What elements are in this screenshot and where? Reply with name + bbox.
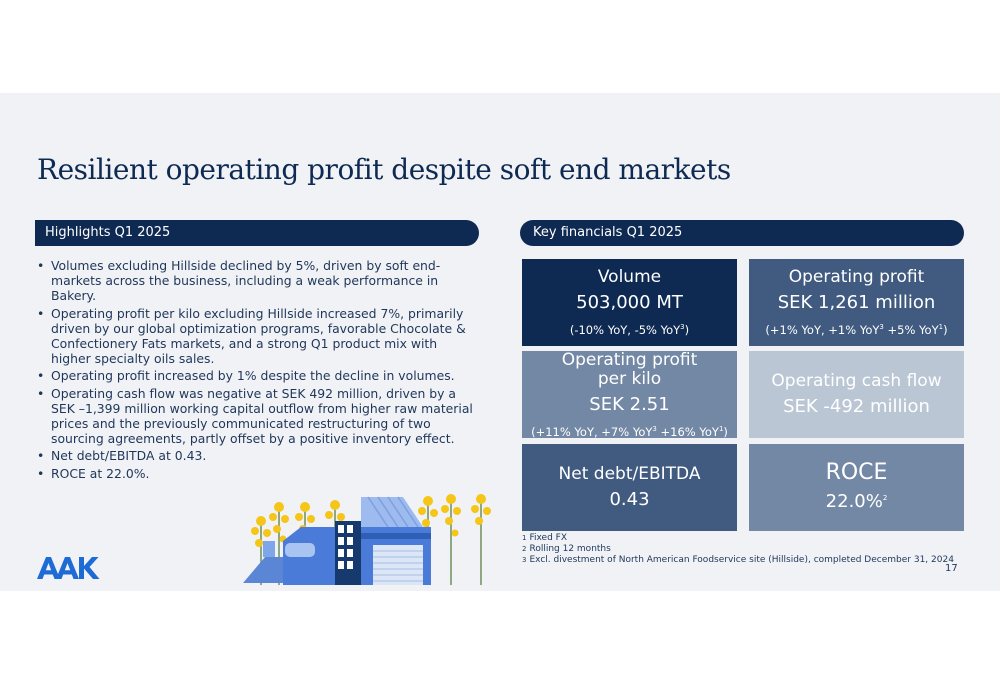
footnotes: 1 Fixed FX 2 Rolling 12 months 3 Excl. dive… bbox=[522, 533, 954, 566]
operating-cash-flow-tile: Operating cash flow SEK -492 million bbox=[749, 351, 964, 438]
volume-value: 503,000 MT bbox=[576, 292, 683, 314]
roce-label: ROCE bbox=[825, 459, 888, 485]
key-financials-header: Key financials Q1 2025 bbox=[520, 220, 964, 246]
roce-tile: ROCE 22.0%2 bbox=[749, 444, 964, 531]
net-debt-ebitda-value: 0.43 bbox=[609, 488, 650, 510]
operating-cash-flow-label: Operating cash flow bbox=[771, 370, 942, 391]
footnote: 2 Rolling 12 months bbox=[522, 544, 611, 554]
operating-profit-detail: (+1% YoY, +1% YoY3 +5% YoY1) bbox=[765, 322, 948, 337]
highlight-bullet: Volumes excluding Hillside declined by 5… bbox=[35, 258, 480, 304]
operating-profit-label: Operating profit bbox=[788, 267, 925, 288]
page-number: 17 bbox=[945, 563, 958, 574]
operating-profit-per-kilo-label-1: Operating profit bbox=[561, 349, 698, 370]
operating-cash-flow-value: SEK -492 million bbox=[783, 395, 930, 417]
highlight-bullet: ROCE at 22.0%. bbox=[35, 466, 480, 481]
factory-building-icon bbox=[243, 496, 431, 585]
operating-profit-per-kilo-tile: Operating profit per kilo SEK 2.51 (+11%… bbox=[522, 349, 737, 439]
factory-illustration-icon bbox=[243, 494, 491, 585]
roce-value: 22.0%2 bbox=[825, 490, 888, 512]
highlights-list: Volumes excluding Hillside declined by 5… bbox=[35, 258, 480, 483]
volume-label: Volume bbox=[597, 267, 662, 288]
slide-title: Resilient operating profit despite soft … bbox=[37, 153, 731, 186]
net-debt-ebitda-tile: Net debt/EBITDA 0.43 bbox=[522, 444, 737, 531]
highlight-bullet: Net debt/EBITDA at 0.43. bbox=[35, 448, 480, 463]
footnote: 1 Fixed FX bbox=[522, 533, 567, 543]
operating-profit-tile: Operating profit SEK 1,261 million (+1% … bbox=[749, 259, 964, 346]
volume-tile: Volume 503,000 MT (-10% YoY, -5% YoY3) bbox=[522, 259, 737, 346]
operating-profit-per-kilo-value: SEK 2.51 bbox=[589, 393, 670, 415]
highlight-bullet: Operating profit per kilo excluding Hill… bbox=[35, 306, 480, 367]
highlights-header: Highlights Q1 2025 bbox=[35, 220, 479, 246]
footnote: 3 Excl. divestment of North American Food… bbox=[522, 555, 954, 565]
highlight-bullet: Operating cash flow was negative at SEK … bbox=[35, 386, 480, 447]
operating-profit-per-kilo-label-2: per kilo bbox=[597, 368, 662, 389]
operating-profit-value: SEK 1,261 million bbox=[777, 292, 936, 314]
net-debt-ebitda-label: Net debt/EBITDA bbox=[558, 463, 701, 484]
highlight-bullet: Operating profit increased by 1% despite… bbox=[35, 368, 480, 383]
aak-logo bbox=[37, 557, 100, 579]
slide: Resilient operating profit despite soft … bbox=[0, 93, 1000, 591]
operating-profit-per-kilo-detail: (+11% YoY, +7% YoY3 +16% YoY1) bbox=[531, 424, 728, 439]
volume-detail: (-10% YoY, -5% YoY3) bbox=[569, 322, 690, 337]
